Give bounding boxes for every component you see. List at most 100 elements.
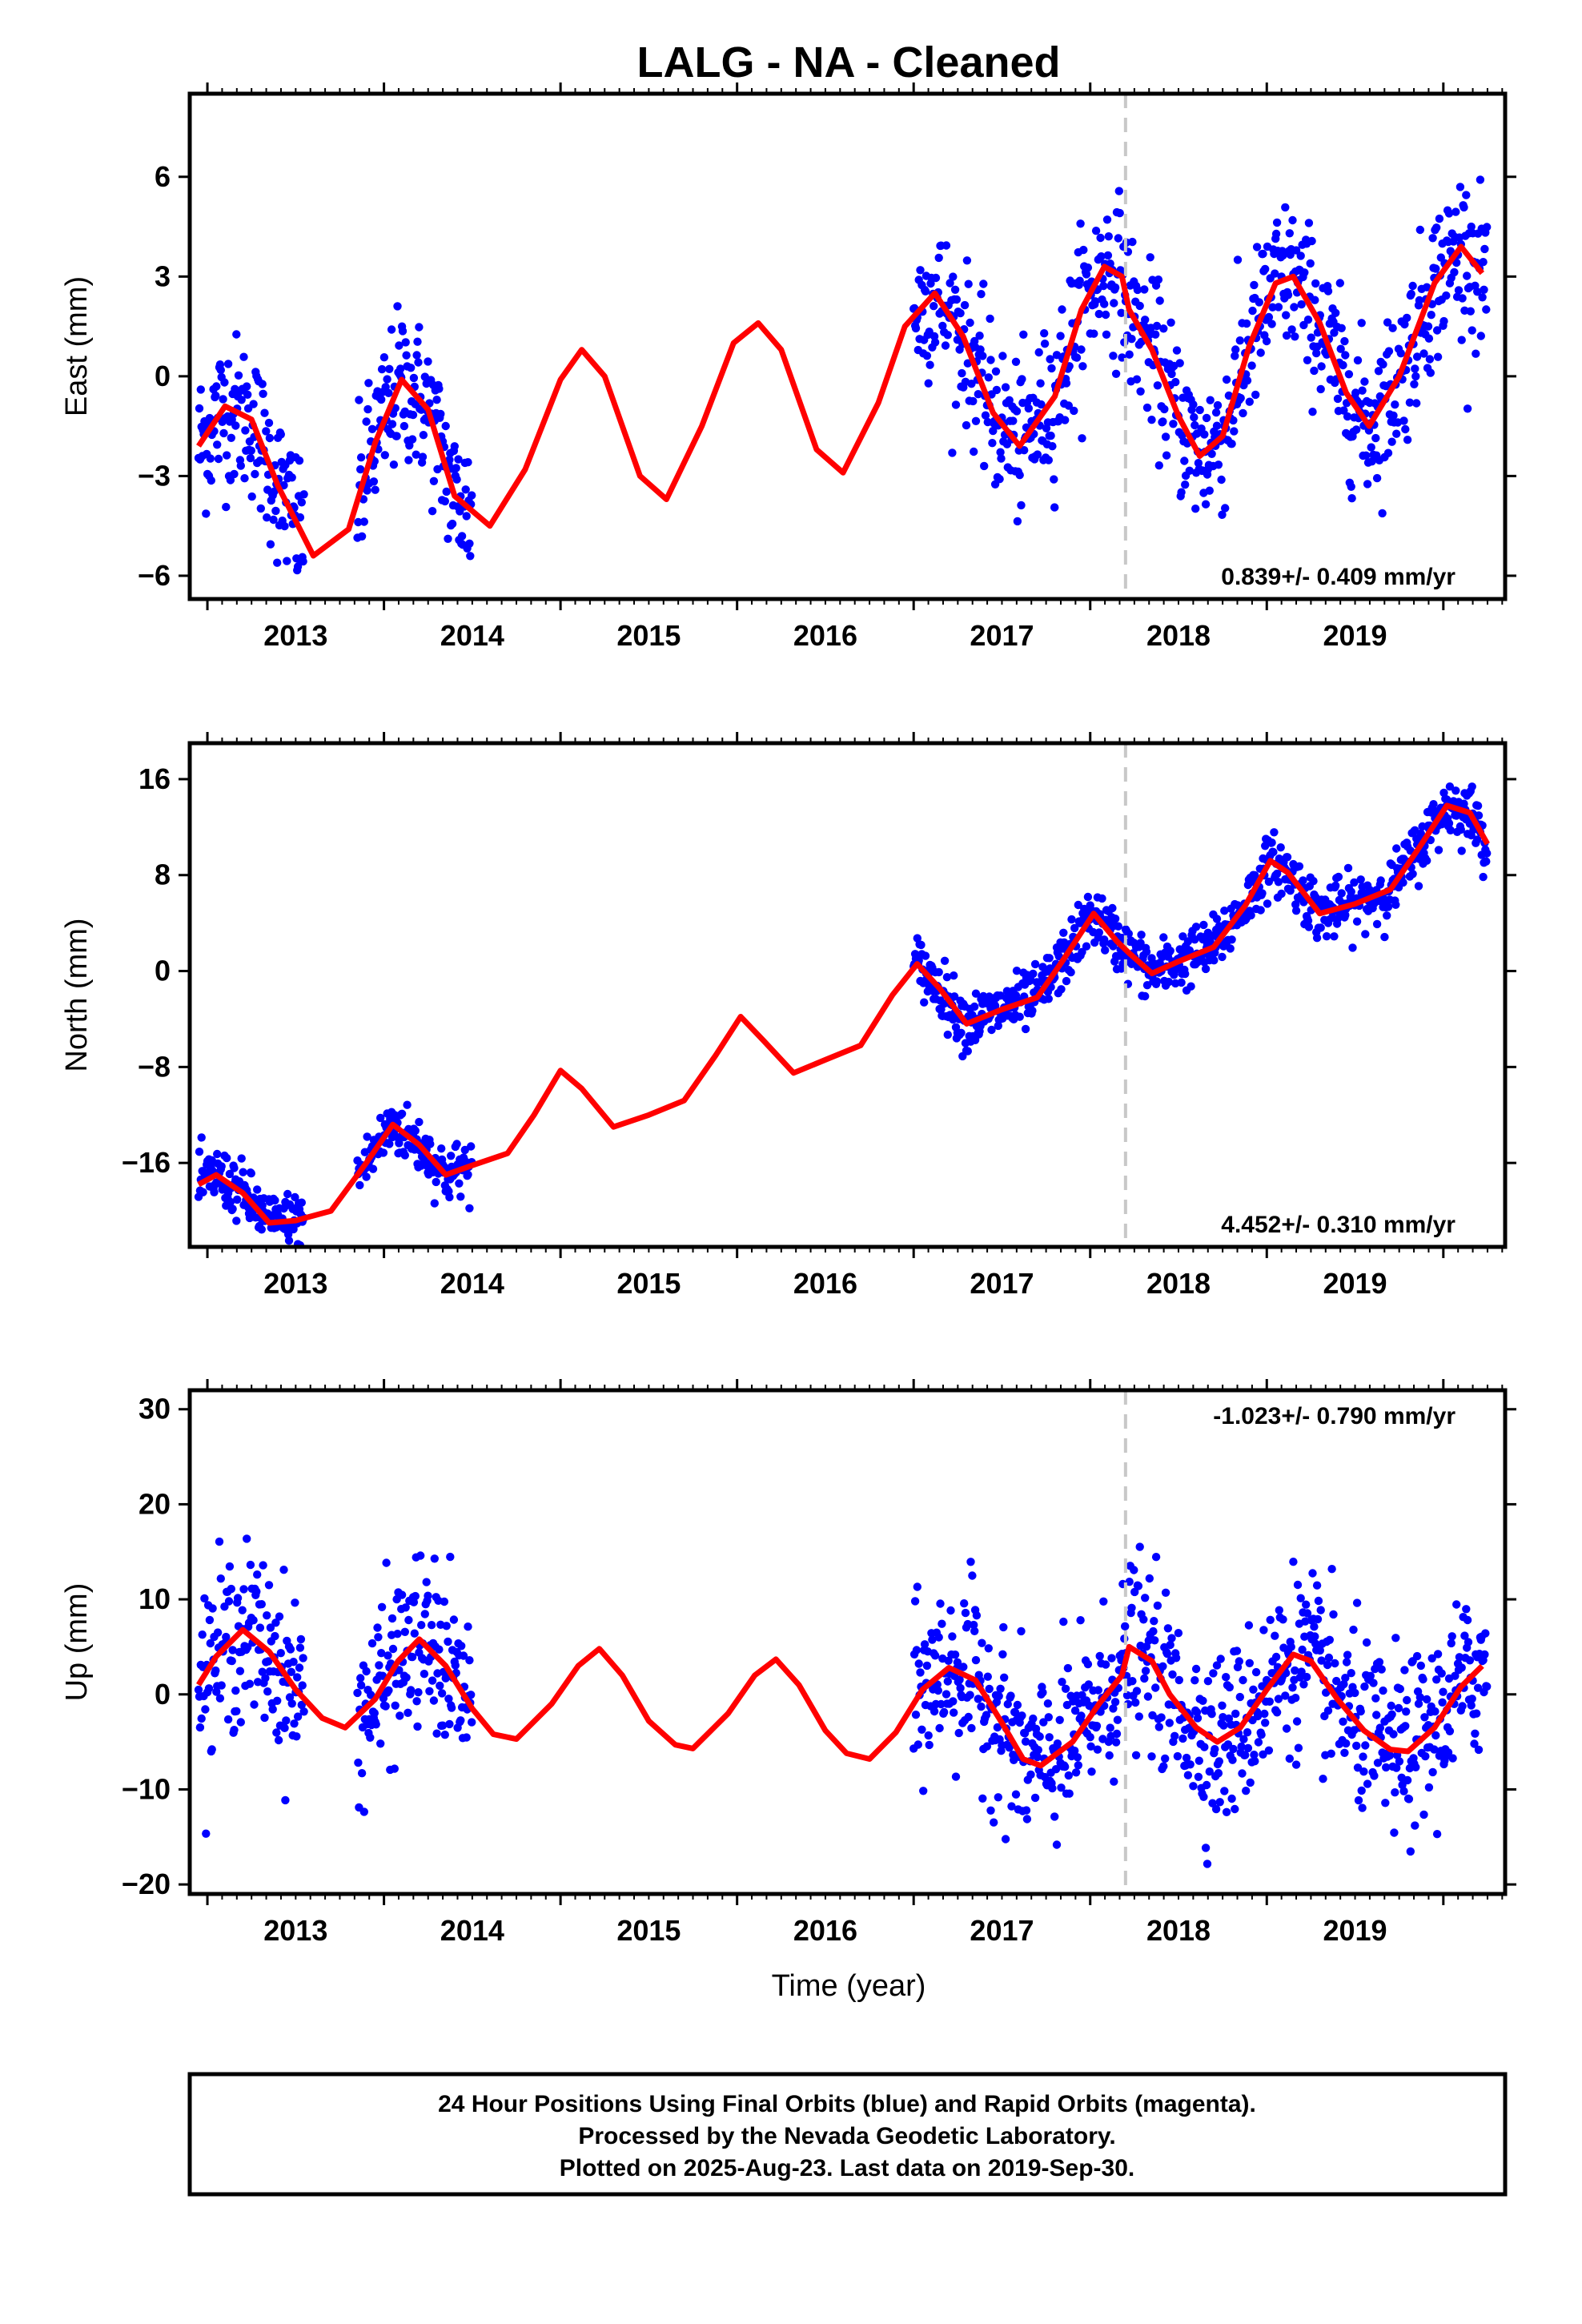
- east-data-point: [1167, 369, 1176, 379]
- up-data-point: [1325, 1635, 1335, 1644]
- up-data-point: [982, 1711, 991, 1719]
- up-data-point: [400, 1627, 409, 1637]
- up-data-point: [1288, 1683, 1297, 1692]
- east-data-point: [962, 420, 971, 430]
- up-data-point: [944, 1656, 953, 1665]
- east-data-point: [263, 513, 271, 522]
- east-data-point: [1236, 393, 1245, 403]
- chart-title: LALG - NA - Cleaned: [636, 38, 1060, 86]
- east-data-point: [951, 400, 961, 409]
- east-data-point: [241, 426, 250, 435]
- north-data-point: [1210, 956, 1219, 965]
- up-data-point: [986, 1806, 995, 1815]
- east-data-point: [1372, 473, 1382, 483]
- up-data-point: [972, 1611, 982, 1620]
- up-data-point: [287, 1699, 296, 1708]
- north-data-point: [289, 1224, 298, 1234]
- up-data-point: [1339, 1717, 1347, 1726]
- east-data-point: [452, 475, 461, 484]
- up-data-point: [1083, 1659, 1093, 1669]
- east-data-point: [223, 451, 231, 460]
- east-data-point: [1190, 412, 1199, 422]
- east-data-point: [1344, 370, 1354, 379]
- up-data-point: [236, 1718, 245, 1727]
- east-data-point: [220, 378, 229, 387]
- up-data-point: [954, 1728, 963, 1738]
- up-x-tick-label: 2016: [793, 1914, 857, 1947]
- east-data-point: [1482, 305, 1491, 314]
- up-data-point: [249, 1616, 258, 1625]
- north-data-point: [376, 1113, 385, 1123]
- east-data-point: [1142, 403, 1152, 412]
- up-data-point: [420, 1670, 429, 1679]
- up-data-point: [978, 1794, 987, 1803]
- up-data-point: [411, 1591, 420, 1601]
- east-data-point: [930, 338, 940, 347]
- north-data-point: [1226, 944, 1235, 953]
- up-data-point: [257, 1600, 266, 1609]
- east-data-point: [1335, 279, 1345, 287]
- east-data-point: [246, 453, 255, 463]
- up-data-point: [1161, 1588, 1170, 1598]
- up-data-point: [1327, 1565, 1336, 1574]
- up-data-point: [1013, 1700, 1022, 1710]
- east-data-point: [1097, 252, 1106, 261]
- north-data-point: [1434, 846, 1443, 854]
- north-data-point: [1082, 942, 1091, 951]
- up-data-point: [271, 1618, 280, 1627]
- north-data-point: [1233, 901, 1243, 910]
- up-data-point: [922, 1661, 932, 1671]
- east-data-point: [404, 456, 413, 464]
- east-data-point: [1412, 352, 1422, 361]
- north-data-point: [432, 1177, 440, 1187]
- up-data-point: [1317, 1656, 1326, 1665]
- up-data-point: [1051, 1765, 1061, 1774]
- up-data-point: [913, 1740, 923, 1749]
- east-data-point: [991, 367, 1001, 376]
- east-data-point: [1037, 400, 1046, 409]
- up-data-point: [1249, 1685, 1258, 1694]
- up-data-point: [292, 1732, 301, 1741]
- east-data-point: [415, 323, 424, 332]
- east-data-point: [1282, 331, 1291, 340]
- up-data-point: [970, 1620, 978, 1630]
- east-data-point: [1062, 379, 1071, 388]
- north-data-point: [1372, 919, 1382, 929]
- east-data-point: [1433, 352, 1443, 361]
- up-data-point: [1403, 1695, 1411, 1705]
- east-data-point: [211, 391, 220, 400]
- east-data-point: [1425, 355, 1435, 364]
- up-data-point: [293, 1712, 303, 1721]
- east-data-point: [1090, 329, 1098, 338]
- north-data-point: [1015, 1012, 1024, 1021]
- east-data-point: [240, 474, 249, 483]
- east-data-point: [1161, 432, 1170, 441]
- up-data-point: [290, 1719, 299, 1728]
- east-data-point: [1070, 406, 1078, 416]
- east-data-point: [1152, 321, 1162, 331]
- up-data-point: [1358, 1803, 1367, 1812]
- east-data-point: [1352, 425, 1361, 434]
- north-data-point: [1309, 877, 1318, 886]
- east-data-point: [196, 385, 205, 394]
- north-y-tick-label: −8: [138, 1050, 171, 1083]
- north-data-point: [437, 1144, 446, 1153]
- east-data-point: [998, 352, 1007, 360]
- north-data-point: [1295, 862, 1304, 871]
- east-data-point: [452, 464, 460, 472]
- up-data-point: [1474, 1745, 1484, 1755]
- east-data-point: [1405, 398, 1415, 407]
- east-data-point: [258, 380, 267, 388]
- east-data-point: [247, 446, 255, 455]
- east-data-point: [1189, 400, 1198, 409]
- east-data-point: [1408, 281, 1417, 291]
- east-data-point: [1358, 386, 1367, 395]
- up-data-point: [1400, 1666, 1409, 1675]
- up-data-point: [1125, 1578, 1134, 1586]
- up-data-point: [449, 1615, 459, 1624]
- east-data-point: [363, 404, 372, 414]
- east-data-point: [219, 395, 227, 404]
- up-data-point: [194, 1685, 203, 1695]
- east-y-tick-label: −3: [138, 459, 171, 492]
- north-data-point: [1267, 838, 1276, 847]
